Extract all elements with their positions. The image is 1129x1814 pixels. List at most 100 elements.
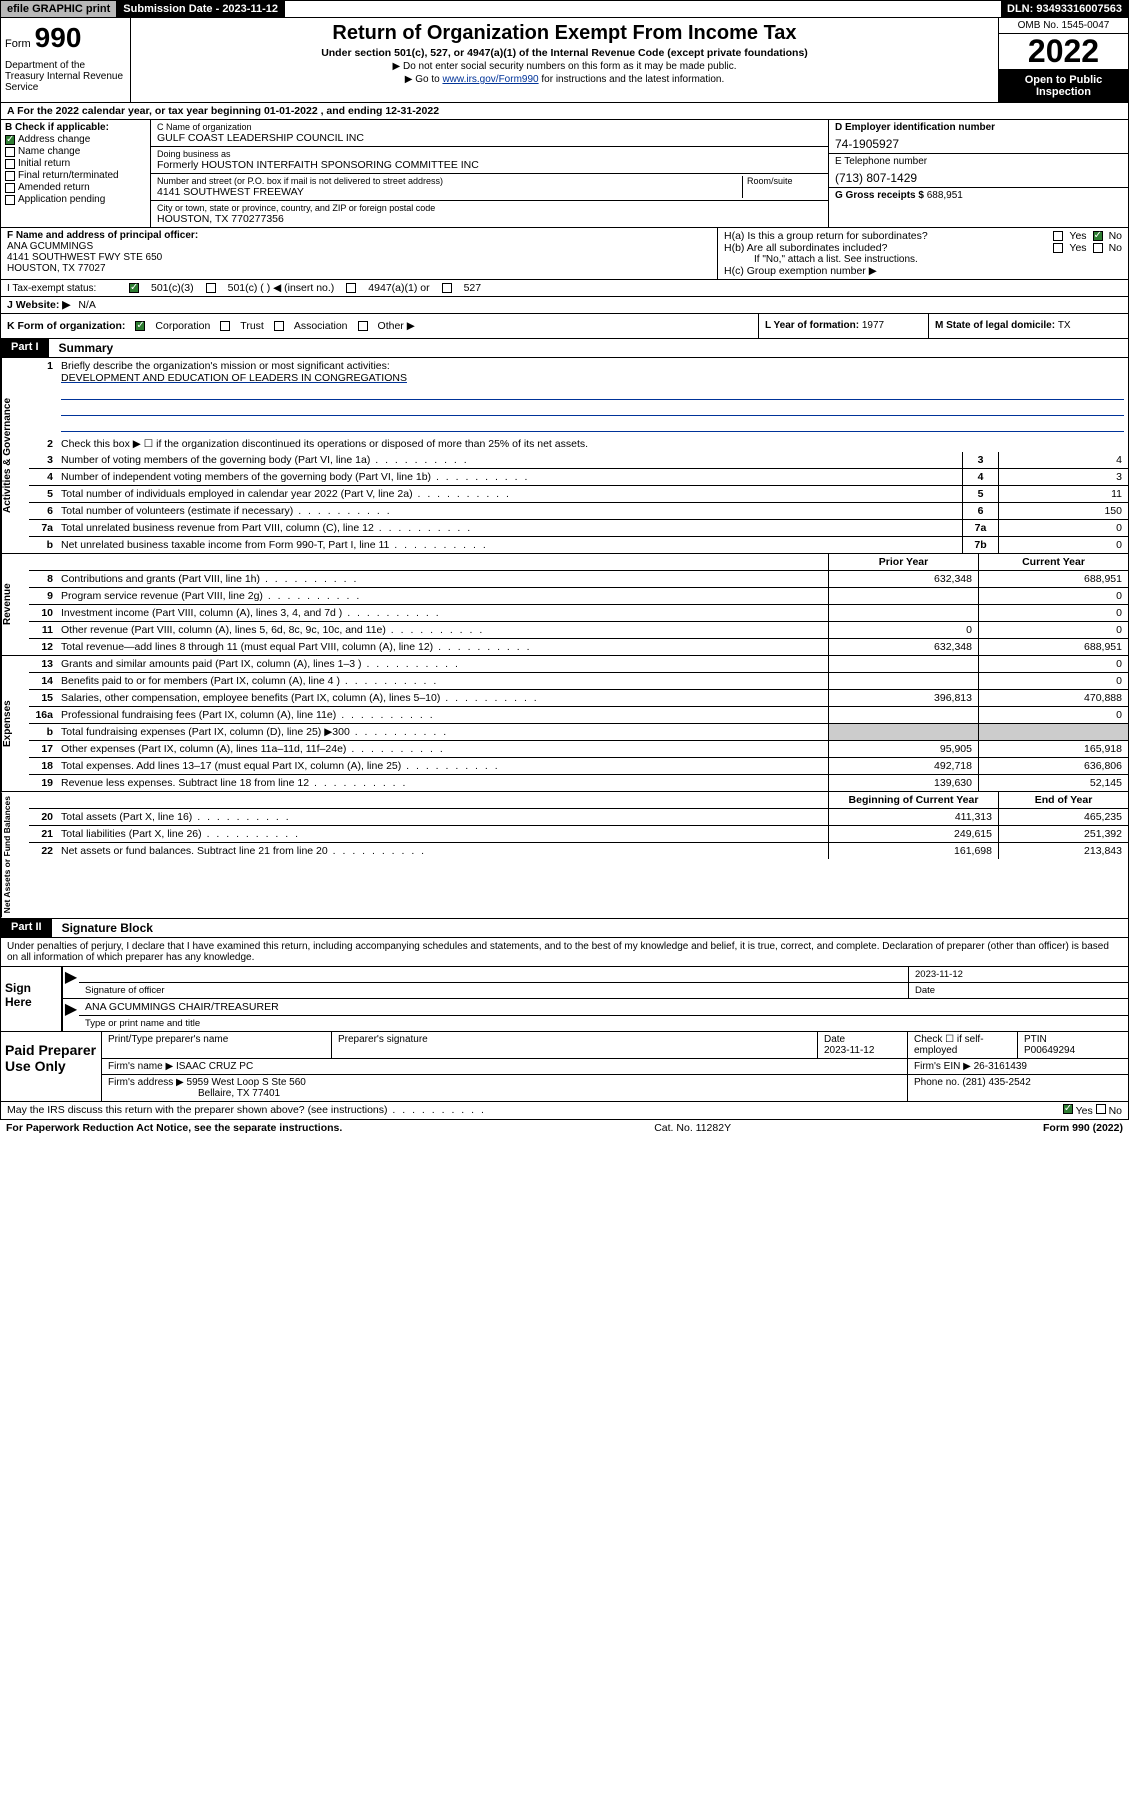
part1-tag: Part I: [1, 339, 49, 357]
dln: DLN: 93493316007563: [1001, 1, 1128, 17]
officer-addr2: HOUSTON, TX 77027: [7, 263, 711, 274]
efile-label: efile GRAPHIC print: [1, 1, 117, 17]
m-label: M State of legal domicile:: [935, 320, 1058, 331]
chk-ha-yes[interactable]: [1053, 231, 1063, 241]
chk-label: Final return/terminated: [18, 170, 119, 181]
irs-link[interactable]: www.irs.gov/Form990: [442, 74, 538, 85]
prep-date-val: 2023-11-12: [824, 1045, 874, 1056]
m-value: TX: [1058, 320, 1071, 331]
opt-501c3: 501(c)(3): [151, 282, 194, 294]
arrow-icon: ▶: [63, 967, 79, 998]
note2-post: for instructions and the latest informat…: [539, 74, 725, 85]
header-left: Form 990 Department of the Treasury Inte…: [1, 18, 131, 102]
mission-blank-line: [61, 386, 1124, 400]
form-header: Form 990 Department of the Treasury Inte…: [0, 18, 1129, 103]
website-value: N/A: [78, 299, 96, 311]
yes-label: Yes: [1069, 230, 1086, 242]
tax-status-row: I Tax-exempt status: 501(c)(3) 501(c) ( …: [0, 280, 1129, 297]
col-current: Current Year: [978, 554, 1128, 570]
summary-line: bTotal fundraising expenses (Part IX, co…: [29, 724, 1128, 741]
chk-4947[interactable]: [346, 283, 356, 293]
chk-application-pending[interactable]: Application pending: [5, 194, 146, 205]
summary-line: bNet unrelated business taxable income f…: [29, 537, 1128, 553]
chk-final-return[interactable]: Final return/terminated: [5, 170, 146, 181]
room-label: Room/suite: [747, 176, 822, 186]
hc-label: H(c) Group exemption number ▶: [724, 265, 1122, 277]
l-value: 1977: [862, 320, 884, 331]
paid-preparer-block: Paid Preparer Use Only Print/Type prepar…: [0, 1032, 1129, 1102]
summary-line: 17Other expenses (Part IX, column (A), l…: [29, 741, 1128, 758]
sig-name-title: ANA GCUMMINGS CHAIR/TREASURER: [79, 999, 1128, 1015]
tax-year: 2022: [999, 34, 1128, 70]
chk-hb-no[interactable]: [1093, 243, 1103, 253]
checkbox-icon: [5, 147, 15, 157]
box-f: F Name and address of principal officer:…: [1, 228, 718, 279]
website-label: J Website: ▶: [7, 299, 70, 311]
mission-blank-line: [61, 418, 1124, 432]
vtab-net: Net Assets or Fund Balances: [1, 792, 29, 917]
mission-blank-line: [61, 402, 1124, 416]
no-label: No: [1109, 242, 1122, 254]
chk-ha-no[interactable]: [1093, 231, 1103, 241]
gross-value: 688,951: [927, 190, 963, 201]
chk-name-change[interactable]: Name change: [5, 146, 146, 157]
note2-pre: ▶ Go to: [405, 74, 443, 85]
tax-status-label: I Tax-exempt status:: [7, 283, 117, 294]
klm-row: K Form of organization: Corporation Trus…: [0, 314, 1129, 339]
paid-preparer-label: Paid Preparer Use Only: [1, 1032, 101, 1101]
officer-label: F Name and address of principal officer:: [7, 230, 711, 241]
part2-title: Signature Block: [52, 919, 163, 937]
chk-amended-return[interactable]: Amended return: [5, 182, 146, 193]
phone-value: (713) 807-1429: [835, 171, 1122, 185]
part1-header: Part I Summary: [0, 339, 1129, 358]
box-h: H(a) Is this a group return for subordin…: [718, 228, 1128, 279]
summary-line: 16aProfessional fundraising fees (Part I…: [29, 707, 1128, 724]
firm-phone-label: Phone no.: [914, 1077, 962, 1088]
chk-discuss-yes[interactable]: [1063, 1104, 1073, 1114]
footer: For Paperwork Reduction Act Notice, see …: [0, 1120, 1129, 1136]
section-revenue: Revenue Prior Year Current Year 8Contrib…: [0, 554, 1129, 656]
opt-assoc: Association: [294, 320, 348, 332]
part2-header: Part II Signature Block: [0, 919, 1129, 938]
firm-addr1: 5959 West Loop S Ste 560: [187, 1077, 306, 1088]
checkbox-icon: [5, 183, 15, 193]
summary-line: 3Number of voting members of the governi…: [29, 452, 1128, 469]
chk-corp[interactable]: [135, 321, 145, 331]
chk-address-change[interactable]: Address change: [5, 134, 146, 145]
firm-ein: 26-3161439: [974, 1061, 1027, 1072]
summary-line: 9Program service revenue (Part VIII, lin…: [29, 588, 1128, 605]
checkbox-icon: [5, 135, 15, 145]
line1-label: Briefly describe the organization's miss…: [61, 360, 1124, 372]
addr-value: 4141 SOUTHWEST FREEWAY: [157, 186, 742, 198]
chk-527[interactable]: [442, 283, 452, 293]
chk-hb-yes[interactable]: [1053, 243, 1063, 253]
chk-initial-return[interactable]: Initial return: [5, 158, 146, 169]
firm-addr-label: Firm's address ▶: [108, 1077, 184, 1088]
summary-line: 12Total revenue—add lines 8 through 11 (…: [29, 639, 1128, 655]
summary-line: 6Total number of volunteers (estimate if…: [29, 503, 1128, 520]
mission-text: DEVELOPMENT AND EDUCATION OF LEADERS IN …: [61, 372, 1124, 384]
firm-ein-label: Firm's EIN ▶: [914, 1061, 971, 1072]
chk-assoc[interactable]: [274, 321, 284, 331]
chk-501c[interactable]: [206, 283, 216, 293]
checkbox-icon: [5, 195, 15, 205]
chk-trust[interactable]: [220, 321, 230, 331]
chk-label: Amended return: [18, 182, 90, 193]
vtab-revenue: Revenue: [1, 554, 29, 655]
chk-other[interactable]: [358, 321, 368, 331]
header-right: OMB No. 1545-0047 2022 Open to Public In…: [998, 18, 1128, 102]
form-title: Return of Organization Exempt From Incom…: [139, 22, 990, 45]
chk-label: Application pending: [18, 194, 105, 205]
summary-line: 13Grants and similar amounts paid (Part …: [29, 656, 1128, 673]
summary-line: 19Revenue less expenses. Subtract line 1…: [29, 775, 1128, 791]
form-subtitle: Under section 501(c), 527, or 4947(a)(1)…: [139, 47, 990, 59]
chk-501c3[interactable]: [129, 283, 139, 293]
opt-trust: Trust: [240, 320, 264, 332]
ein-label: D Employer identification number: [835, 122, 1122, 133]
phone-label: E Telephone number: [835, 156, 1122, 167]
chk-discuss-no[interactable]: [1096, 1104, 1106, 1114]
section-net-assets: Net Assets or Fund Balances Beginning of…: [0, 792, 1129, 918]
summary-line: 15Salaries, other compensation, employee…: [29, 690, 1128, 707]
opt-corp: Corporation: [155, 320, 210, 332]
section-expenses: Expenses 13Grants and similar amounts pa…: [0, 656, 1129, 792]
